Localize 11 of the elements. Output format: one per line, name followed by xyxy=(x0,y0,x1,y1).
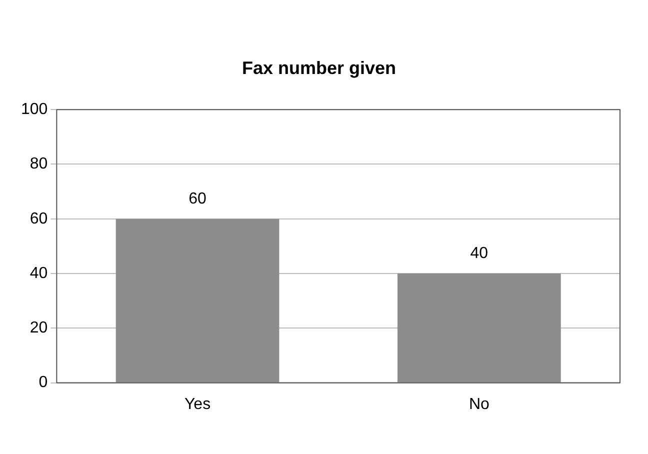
x-tick-label: Yes xyxy=(184,396,211,413)
y-tick-label: 0 xyxy=(38,374,48,392)
chart-title: Fax number given xyxy=(242,58,396,78)
y-tick-label: 100 xyxy=(20,101,48,118)
y-tick-label: 40 xyxy=(30,264,48,282)
y-tick-label: 80 xyxy=(30,156,48,173)
data-label: 40 xyxy=(470,244,488,262)
y-tick-label: 60 xyxy=(30,210,48,228)
x-tick-label: No xyxy=(468,396,490,413)
y-tick-label: 20 xyxy=(30,320,48,337)
data-label: 60 xyxy=(188,190,207,208)
